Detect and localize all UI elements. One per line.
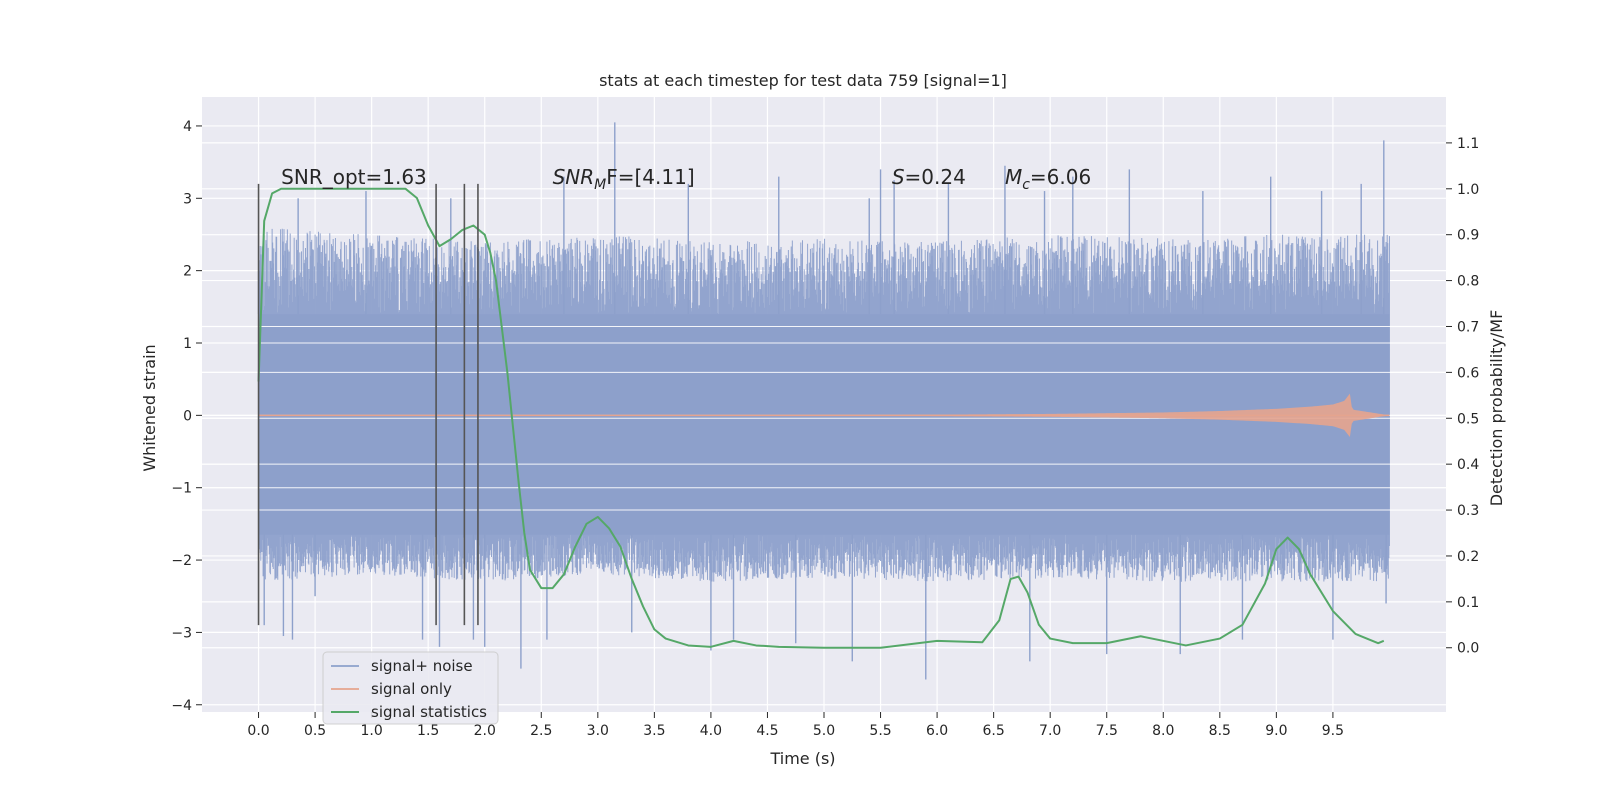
legend-label-2: signal statistics [371,703,487,721]
annotation-2-rest: =0.24 [905,165,966,189]
x-tick-label-16: 8.0 [1152,723,1174,739]
y2-tick-label-0: 1.1 [1457,136,1479,152]
annotation-0-base: SNR_opt=1.63 [281,165,427,189]
annotation-1-rest: F=[4.11] [606,165,694,189]
annotation-0: SNR_opt=1.63 [281,165,427,189]
y-tick-label-2: 2 [183,264,192,280]
chart-title: stats at each timestep for test data 759… [599,71,1007,90]
legend-label-0: signal+ noise [371,657,473,675]
x-tick-label-12: 6.0 [926,723,948,739]
signal-statistics-line [257,187,1385,649]
series-signal-only [258,393,1390,438]
annotation-2-base: S [892,165,905,189]
annotation-3: Mc=6.06 [1005,165,1091,193]
annotations: SNR_opt=1.63 SNRMF=[4.11] S=0.24 Mc=6.06 [281,165,1091,193]
y-tick-label-5: −1 [171,481,192,497]
y2-tick-label-5: 0.6 [1457,365,1479,381]
x-tick-label-0: 0.0 [247,723,269,739]
x-tick-label-2: 1.0 [361,723,383,739]
x-tick-label-5: 2.5 [530,723,552,739]
series-signal-noise [202,122,1446,680]
x-tick-label-14: 7.0 [1039,723,1061,739]
x-tick-label-11: 5.5 [869,723,891,739]
x-tick-label-13: 6.5 [983,723,1005,739]
y-tick-label-6: −2 [171,553,192,569]
y-tick-label-8: −4 [171,698,192,714]
x-tick-label-15: 7.5 [1096,723,1118,739]
x-tick-label-9: 4.5 [756,723,778,739]
y-tick-label-3: 1 [183,336,192,352]
y2-tick-label-8: 0.3 [1457,503,1479,519]
x-tick-label-7: 3.5 [643,723,665,739]
y-tick-label-7: −3 [171,625,192,641]
x-tick-label-6: 3.0 [587,723,609,739]
annotation-1-sub: M [594,177,606,193]
y2-tick-label-11: 0.0 [1457,641,1479,657]
y2-axis-label: Detection probability/MF [1487,310,1506,507]
legend-box [322,651,499,725]
y-tick-label-4: 0 [183,408,192,424]
y2-tick-label-7: 0.4 [1457,457,1479,473]
x-tick-label-18: 9.0 [1265,723,1287,739]
x-tick-label-10: 5.0 [813,723,835,739]
y2-tick-label-6: 0.5 [1457,411,1479,427]
y2-tick-label-3: 0.8 [1457,274,1479,290]
y-axis-label: Whitened strain [140,344,159,471]
x-tick-label-1: 0.5 [304,723,326,739]
y2-tick-label-9: 0.2 [1457,549,1479,565]
legend-label-1: signal only [371,680,452,698]
x-tick-label-19: 9.5 [1322,723,1344,739]
annotation-1-base: SNR [553,165,595,189]
noise-core-band [258,314,1390,535]
legend: signal+ noise signal only signal statistic… [322,651,499,725]
x-axis-label: Time (s) [769,749,835,768]
annotation-3-sub: c [1022,177,1030,193]
x-tick-label-3: 1.5 [417,723,439,739]
y2-tick-label-2: 0.9 [1457,228,1479,244]
y-tick-label-1: 3 [183,191,192,207]
annotation-2: S=0.24 [892,165,966,189]
axes: 0.0 0.5 1.0 1.5 2.0 2.5 3.0 3.5 4.0 4.5 5.0 5.5 6.0 6… [171,119,1479,739]
vertical-markers [257,183,479,626]
y2-tick-label-4: 0.7 [1457,319,1479,335]
annotation-3-rest: =6.06 [1030,165,1091,189]
x-tick-label-8: 4.0 [700,723,722,739]
x-tick-label-4: 2.0 [474,723,496,739]
annotation-1: SNRMF=[4.11] [553,165,695,193]
y-tick-label-0: 4 [183,119,192,135]
series-signal-statistics [257,187,1385,649]
x-tick-label-17: 8.5 [1209,723,1231,739]
y2-tick-label-1: 1.0 [1457,182,1479,198]
y2-tick-label-10: 0.1 [1457,595,1479,611]
annotation-3-base: M [1005,165,1022,189]
